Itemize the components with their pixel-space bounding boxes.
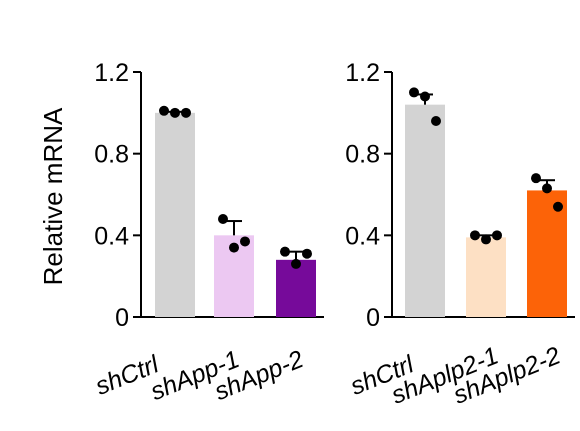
bar xyxy=(155,112,195,317)
bar xyxy=(466,237,506,317)
data-point xyxy=(181,107,191,118)
data-point xyxy=(431,116,441,126)
y-tick-label: 0.8 xyxy=(345,141,380,169)
data-point xyxy=(481,234,491,245)
data-point xyxy=(492,230,502,241)
data-point xyxy=(170,107,180,118)
data-point xyxy=(409,87,419,98)
y-tick-label: 1.2 xyxy=(345,59,380,87)
data-point xyxy=(159,105,169,116)
y-axis-label: Relative mRNA xyxy=(38,107,68,285)
data-point xyxy=(470,230,480,241)
y-tick-label: 1.2 xyxy=(94,59,129,87)
y-tick-label: 0 xyxy=(366,304,380,332)
data-point xyxy=(291,258,301,269)
bar xyxy=(405,104,445,318)
data-point xyxy=(553,201,563,212)
data-point xyxy=(229,242,239,253)
data-point xyxy=(218,214,228,224)
bar xyxy=(527,190,567,317)
y-tick-label: 0 xyxy=(115,304,129,332)
data-point xyxy=(531,173,541,184)
data-point xyxy=(302,248,312,259)
y-tick-label: 0.4 xyxy=(94,222,129,250)
y-tick-label: 0.8 xyxy=(94,141,129,169)
y-tick-label: 0.4 xyxy=(345,222,380,250)
data-point xyxy=(280,246,290,257)
data-point xyxy=(240,236,250,247)
data-point xyxy=(542,183,552,194)
data-point xyxy=(420,91,430,102)
bar xyxy=(276,259,316,317)
